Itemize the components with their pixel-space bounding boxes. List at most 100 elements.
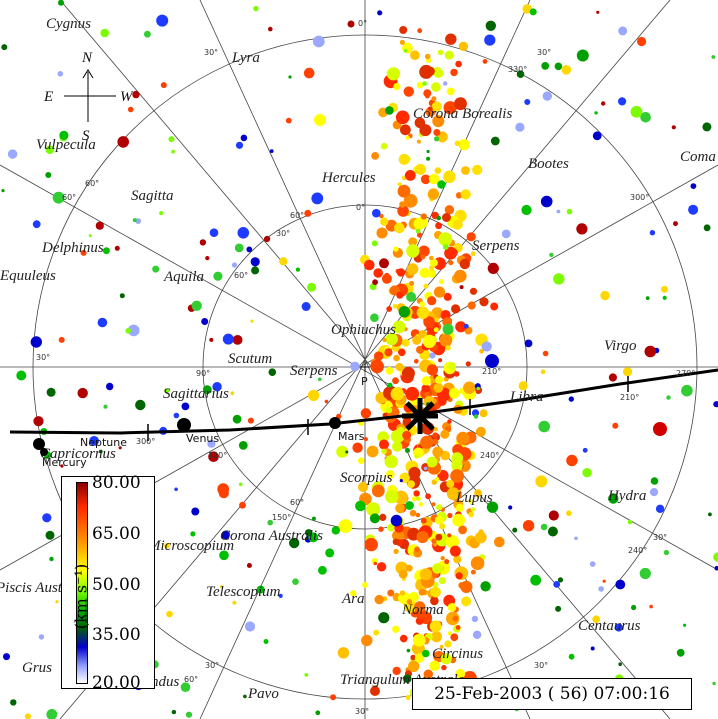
star-dot bbox=[1, 44, 8, 51]
star-dot bbox=[173, 412, 180, 419]
constellation-label: Scorpius bbox=[340, 470, 393, 486]
star-dot bbox=[590, 646, 595, 651]
constellation-label: Hercules bbox=[321, 170, 376, 186]
star-dot bbox=[7, 149, 18, 159]
star-dot bbox=[405, 386, 420, 401]
star-dot bbox=[118, 446, 122, 450]
star-dot bbox=[392, 529, 404, 542]
star-dot bbox=[542, 91, 552, 101]
star-dot bbox=[516, 70, 525, 78]
star-dot bbox=[220, 585, 224, 589]
star-dot bbox=[501, 229, 511, 239]
star-dot bbox=[181, 402, 190, 411]
star-dot bbox=[202, 385, 212, 394]
constellation-label: Lupus bbox=[455, 490, 493, 506]
constellation-label: Grus bbox=[22, 660, 52, 676]
star-dot bbox=[412, 335, 422, 345]
star-dot bbox=[450, 633, 459, 642]
star-dot bbox=[164, 388, 170, 394]
star-dot bbox=[561, 65, 572, 75]
star-dot bbox=[600, 290, 610, 301]
ring-label: 120° bbox=[208, 451, 227, 460]
ring-label: 270° bbox=[676, 369, 695, 378]
star-dot bbox=[180, 682, 191, 692]
star-dot bbox=[681, 384, 693, 397]
star-dot bbox=[331, 526, 340, 535]
star-dot bbox=[676, 648, 685, 657]
star-dot bbox=[392, 304, 398, 309]
star-dot bbox=[364, 259, 375, 271]
ring-label: 210° bbox=[620, 393, 639, 402]
star-dot bbox=[231, 262, 238, 268]
constellation-label: Serpens bbox=[472, 238, 520, 254]
star-dot bbox=[403, 193, 418, 208]
star-dot bbox=[244, 621, 256, 632]
star-dot bbox=[396, 427, 405, 435]
timestamp-box: 25-Feb-2003 ( 56) 07:00:16 bbox=[412, 678, 692, 710]
star-dot bbox=[592, 615, 601, 624]
star-dot bbox=[454, 140, 460, 146]
star-dot bbox=[663, 549, 670, 556]
colorbar-tick: 50.00 bbox=[92, 575, 141, 595]
star-dot bbox=[379, 439, 389, 450]
star-dot bbox=[424, 53, 431, 60]
star-dot bbox=[402, 430, 412, 440]
ring-label: 300° bbox=[136, 437, 155, 446]
star-dot bbox=[485, 20, 496, 31]
star-dot bbox=[238, 482, 243, 487]
star-dot bbox=[408, 591, 419, 603]
star-dot bbox=[370, 359, 385, 374]
star-dot bbox=[369, 513, 380, 524]
star-dot bbox=[429, 660, 441, 672]
star-dot bbox=[433, 286, 446, 298]
ring-label: 30° bbox=[534, 661, 548, 670]
star-dot bbox=[380, 217, 389, 226]
colorbar-tick: 20.00 bbox=[92, 673, 141, 693]
star-dot bbox=[386, 470, 395, 479]
star-dot bbox=[24, 713, 31, 719]
star-dot bbox=[419, 568, 432, 581]
star-dot bbox=[458, 139, 470, 151]
star-dot bbox=[199, 239, 207, 246]
star-dot bbox=[486, 501, 499, 513]
star-dot bbox=[470, 251, 476, 257]
star-dot bbox=[243, 694, 247, 699]
star-dot bbox=[207, 439, 216, 448]
star-dot bbox=[315, 710, 321, 716]
star-dot bbox=[324, 399, 329, 404]
constellation-label: Microscopium bbox=[147, 538, 234, 554]
ring-labels: 0° 0° 30° 30° 30° 30° 30° 30° 30° 30° 60… bbox=[36, 19, 695, 716]
star-dot bbox=[476, 386, 481, 391]
star-dot bbox=[482, 59, 488, 64]
star-dot bbox=[418, 330, 428, 339]
sun-marker-icon bbox=[402, 398, 438, 434]
star-dot bbox=[449, 545, 461, 557]
star-dot bbox=[419, 267, 430, 278]
star-dot bbox=[429, 620, 442, 633]
ring-label: 60° bbox=[85, 179, 99, 188]
star-dot bbox=[398, 569, 408, 579]
star-dot bbox=[442, 323, 454, 335]
star-dot bbox=[372, 279, 378, 286]
constellation-label: Virgo bbox=[604, 338, 637, 354]
star-dot bbox=[253, 5, 259, 12]
star-dot bbox=[443, 81, 448, 86]
star-dot bbox=[55, 600, 59, 604]
star-dot bbox=[671, 125, 676, 130]
star-dot bbox=[413, 490, 420, 497]
star-dot bbox=[673, 221, 678, 227]
star-dot bbox=[592, 131, 602, 141]
star-dot bbox=[144, 30, 151, 38]
star-dot bbox=[515, 122, 525, 132]
constellation-label: Cygnus bbox=[46, 16, 91, 32]
star-dot bbox=[436, 215, 442, 221]
star-dot bbox=[453, 371, 460, 377]
star-dot bbox=[463, 381, 476, 394]
colorbar-tick: 65.00 bbox=[92, 524, 141, 544]
star-dot bbox=[378, 612, 390, 624]
star-dot bbox=[338, 519, 353, 533]
star-dot bbox=[480, 581, 491, 592]
star-dot bbox=[357, 457, 365, 465]
star-dot bbox=[32, 220, 41, 229]
star-dot bbox=[415, 617, 424, 625]
